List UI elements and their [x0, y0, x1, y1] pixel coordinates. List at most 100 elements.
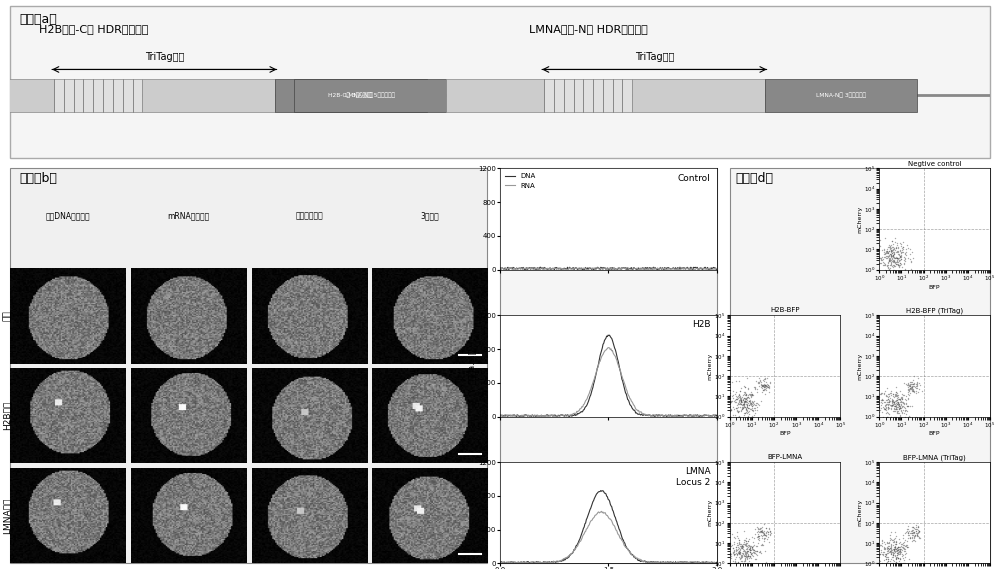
Point — [885, 399, 901, 408]
RNA — [692, 413, 704, 420]
Point — [872, 550, 888, 559]
Point — [887, 257, 903, 266]
Point — [909, 381, 925, 390]
Point — [745, 551, 761, 560]
Point — [886, 537, 902, 546]
Point — [730, 534, 746, 543]
Point — [874, 395, 890, 405]
Point — [889, 391, 905, 400]
Point — [751, 381, 767, 390]
Point — [904, 379, 920, 388]
Point — [746, 382, 762, 391]
Point — [889, 404, 905, 413]
Point — [730, 549, 746, 558]
Point — [750, 529, 766, 538]
Point — [729, 545, 745, 554]
Point — [880, 397, 896, 406]
Point — [742, 553, 758, 562]
Point — [722, 538, 738, 547]
Point — [880, 261, 896, 270]
Point — [760, 382, 776, 391]
Point — [730, 398, 746, 407]
Point — [760, 530, 776, 539]
Point — [884, 401, 900, 410]
Point — [735, 395, 751, 405]
Point — [750, 539, 766, 548]
Point — [901, 531, 917, 540]
Point — [906, 527, 922, 537]
Point — [888, 558, 904, 567]
Point — [905, 535, 921, 545]
Point — [892, 251, 908, 261]
Point — [748, 549, 764, 558]
Point — [736, 551, 752, 560]
Point — [883, 247, 899, 256]
Point — [890, 254, 906, 263]
Point — [892, 543, 908, 552]
Point — [888, 555, 904, 564]
Point — [731, 390, 747, 399]
Point — [881, 403, 897, 413]
Point — [887, 254, 903, 263]
Point — [904, 530, 920, 539]
Point — [906, 372, 922, 381]
Point — [895, 237, 911, 246]
Point — [902, 380, 918, 389]
Point — [883, 404, 899, 413]
Point — [892, 256, 908, 265]
Point — [757, 375, 773, 384]
Point — [725, 403, 741, 412]
Point — [731, 389, 747, 398]
Point — [888, 387, 904, 396]
Point — [891, 547, 907, 556]
Point — [728, 394, 744, 403]
Point — [741, 541, 757, 550]
Point — [749, 522, 765, 531]
Point — [743, 393, 759, 402]
Point — [878, 391, 894, 400]
Y-axis label: mCherry: mCherry — [857, 499, 862, 526]
Point — [752, 376, 768, 385]
Point — [746, 397, 762, 406]
Point — [886, 258, 902, 267]
Point — [871, 407, 887, 416]
Point — [738, 394, 754, 403]
Point — [754, 533, 770, 542]
Point — [889, 253, 905, 262]
Point — [736, 387, 752, 396]
Point — [900, 543, 916, 552]
Point — [751, 533, 767, 542]
Point — [895, 533, 911, 542]
Point — [739, 395, 755, 405]
Point — [740, 392, 756, 401]
Point — [758, 528, 774, 537]
Point — [885, 255, 901, 265]
Point — [906, 531, 922, 540]
Point — [737, 554, 753, 563]
Point — [733, 395, 749, 404]
Point — [736, 397, 752, 406]
Point — [900, 393, 916, 402]
Point — [888, 391, 904, 401]
Point — [730, 391, 746, 401]
Point — [887, 546, 903, 555]
Point — [881, 398, 897, 407]
Point — [902, 388, 918, 397]
Point — [881, 247, 897, 256]
Point — [749, 532, 765, 541]
Point — [897, 535, 913, 545]
Point — [743, 549, 759, 558]
Point — [751, 374, 767, 383]
Point — [762, 530, 778, 539]
Point — [736, 546, 752, 555]
Point — [908, 523, 924, 532]
Point — [729, 539, 745, 548]
Point — [743, 541, 759, 550]
Point — [742, 546, 758, 555]
Bar — [54, 79, 142, 112]
Point — [906, 529, 922, 538]
Point — [745, 406, 761, 415]
Point — [883, 559, 899, 568]
Point — [745, 541, 761, 550]
Point — [897, 395, 913, 404]
